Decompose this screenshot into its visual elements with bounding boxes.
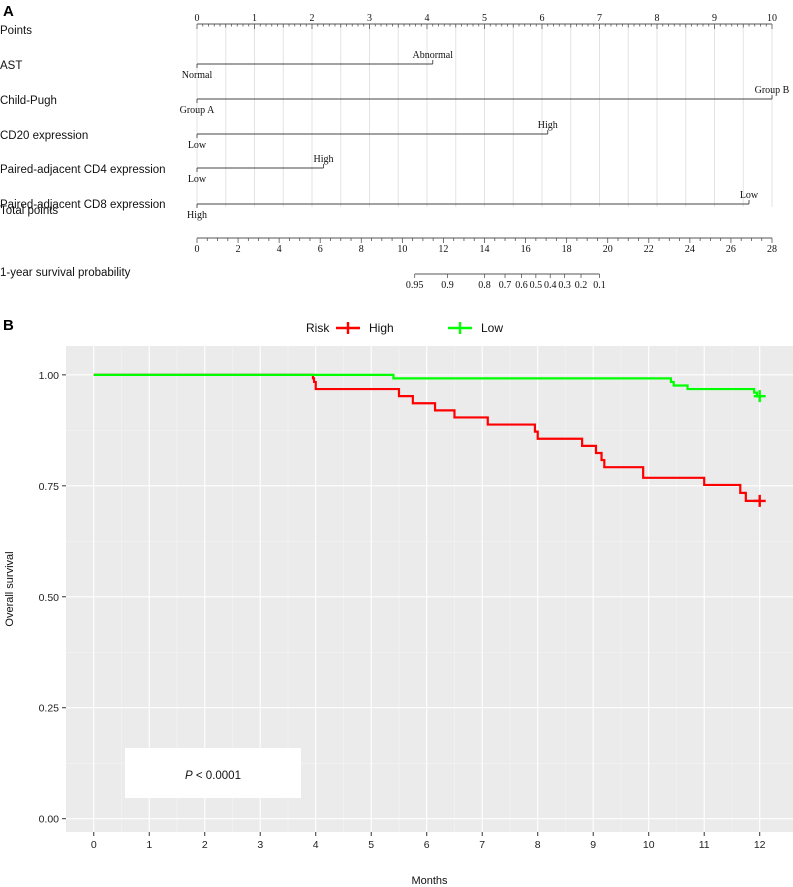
km-y-tick-label: 0.50 [39,592,60,604]
survival-tick-label: 0.8 [478,280,491,291]
level-label: Normal [182,70,213,81]
level-label: Low [740,190,759,201]
km-y-tick-label: 0.00 [39,814,60,826]
km-x-tick-label: 11 [699,839,710,851]
points-tick-label: 9 [712,13,717,24]
km-y-tick-label: 0.75 [39,481,60,493]
p-value-annotation: P < 0.0001 [125,748,301,798]
survival-tick-label: 0.4 [544,280,557,291]
km-y-axis-title: Overall survival [4,551,16,626]
points-tick-label: 3 [367,13,372,24]
km-y-tick-label: 0.25 [39,703,60,715]
km-gridlines [66,346,793,832]
km-x-tick-label: 0 [91,839,97,851]
p-value-text: P < 0.0001 [185,770,241,782]
panel-b-label: B [3,317,14,334]
level-label: High [538,120,558,131]
points-tick-label: 2 [310,13,315,24]
km-x-tick-label: 10 [643,839,655,851]
km-y-tick-label: 1.00 [39,370,60,382]
km-x-tick-label: 3 [257,839,263,851]
total-points-tick-label: 10 [397,244,407,255]
km-x-tick-label: 8 [535,839,541,851]
km-curve-high [93,373,760,502]
km-panel-b: B Risk High Low P < 0.0001 0 1 2 3 4 5 6 7 8 9 10 11 1… [3,317,793,887]
km-axes: 0 1 2 3 4 5 6 7 8 9 10 11 120.000.250.500.751.00Mont… [4,370,766,887]
survival-tick-label: 0.95 [406,280,424,291]
points-tick-label: 4 [425,13,430,24]
total-points-tick-label: 20 [603,244,613,255]
points-tick-label: 10 [767,13,777,24]
level-label: High [187,210,207,221]
legend-label-low: Low [481,321,503,335]
km-x-tick-label: 12 [754,839,766,851]
total-points-tick-label: 2 [236,244,241,255]
level-label: Abnormal [412,50,453,61]
total-points-tick-label: 18 [562,244,572,255]
variable-label: AST [0,60,22,72]
points-tick-label: 1 [252,13,257,24]
points-tick-label: 5 [482,13,487,24]
total-points-label: Total points [0,205,58,217]
survival-tick-label: 0.1 [593,280,606,291]
km-x-tick-label: 4 [313,839,319,851]
level-label: Low [188,174,207,185]
km-x-tick-label: 1 [146,839,152,851]
level-label: Low [188,140,207,151]
total-points-tick-label: 0 [195,244,200,255]
p-value-box [125,748,301,798]
total-points-tick-label: 14 [480,244,490,255]
variable-label: Paired-adjacent CD4 expression [0,164,166,176]
km-legend: Risk High Low [306,321,503,335]
panel-a-label: A [3,3,14,20]
km-curves [93,373,766,507]
p-value-italic: P [185,770,193,782]
survival-tick-label: 0.5 [530,280,543,291]
km-x-axis-title: Months [411,875,448,887]
km-x-tick-label: 5 [368,839,374,851]
points-row-label: Points [0,25,32,37]
p-value-rest: < 0.0001 [193,770,241,782]
total-points-tick-label: 24 [685,244,695,255]
total-points-tick-label: 8 [359,244,364,255]
km-censor-mark-low [753,390,766,403]
total-points-tick-label: 28 [767,244,777,255]
km-x-tick-label: 7 [479,839,485,851]
total-points-tick-label: 26 [726,244,736,255]
legend-title: Risk [306,321,330,335]
points-tick-label: 7 [597,13,602,24]
km-x-tick-label: 6 [424,839,430,851]
points-tick-label: 6 [540,13,545,24]
survival-tick-label: 0.9 [441,280,454,291]
variable-label: Child-Pugh [0,95,57,107]
variable-label: CD20 expression [0,130,88,142]
legend-label-high: High [369,321,394,335]
level-label: Group A [180,105,216,116]
points-tick-label: 0 [195,13,200,24]
level-label: Group B [755,85,790,96]
km-curve-low [93,373,760,398]
survival-tick-label: 0.7 [499,280,512,291]
level-label: High [314,154,334,165]
total-points-tick-label: 4 [277,244,282,255]
nomogram-gridlines [196,24,773,207]
survival-tick-label: 0.2 [575,280,588,291]
total-points-tick-label: 6 [318,244,323,255]
survival-tick-label: 0.3 [558,280,571,291]
total-points-tick-label: 12 [438,244,448,255]
km-censor-mark-high [753,494,766,507]
variable-label: Paired-adjacent CD8 expression [0,199,166,211]
points-tick-label: 8 [655,13,660,24]
km-x-tick-label: 2 [202,839,208,851]
total-points-tick-label: 16 [521,244,531,255]
survival-row-label: 1-year survival probability [0,267,131,279]
total-points-tick-label: 22 [644,244,654,255]
survival-tick-label: 0.6 [515,280,528,291]
km-x-tick-label: 9 [590,839,596,851]
